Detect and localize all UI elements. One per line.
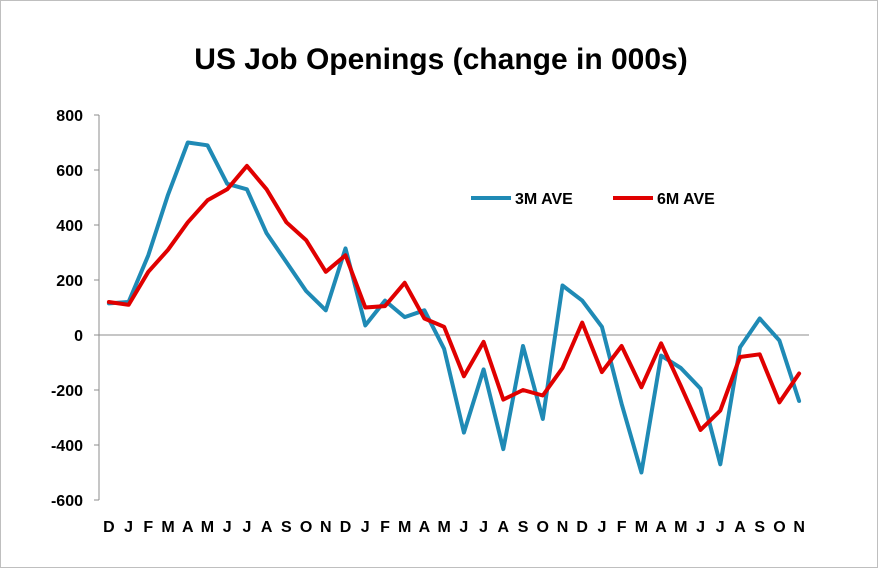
x-tick-label: A — [734, 519, 746, 536]
x-tick-label: N — [557, 519, 569, 536]
x-tick-label: S — [754, 519, 765, 536]
x-tick-label: M — [161, 519, 174, 536]
x-tick-label: J — [361, 519, 370, 536]
x-tick-label: N — [320, 519, 332, 536]
x-tick-label: O — [537, 519, 549, 536]
y-tick-label: 200 — [56, 273, 83, 290]
legend: 3M AVE 6M AVE — [471, 191, 715, 208]
x-tick-label: J — [696, 519, 705, 536]
x-tick-label: J — [479, 519, 488, 536]
series-lines — [106, 140, 802, 475]
x-tick-label: J — [124, 519, 133, 536]
x-tick-label: J — [597, 519, 606, 536]
x-tick-label: A — [261, 519, 273, 536]
y-tick-label: 800 — [56, 108, 83, 125]
x-tick-label: M — [398, 519, 411, 536]
x-tick-label: J — [716, 519, 725, 536]
x-tick-label: F — [380, 519, 390, 536]
x-tick-label: D — [340, 519, 352, 536]
x-tick-label: S — [518, 519, 529, 536]
x-tick-label: M — [635, 519, 648, 536]
chart-title: US Job Openings (change in 000s) — [194, 43, 687, 76]
x-tick-label: D — [103, 519, 115, 536]
y-tick-label: -200 — [51, 383, 83, 400]
y-axis-tick-labels: 800 600 400 200 0 -200 -400 -600 — [51, 108, 83, 510]
x-tick-label: J — [223, 519, 232, 536]
x-tick-label: O — [300, 519, 312, 536]
series-line-3m-ave — [106, 140, 802, 475]
x-tick-label: A — [419, 519, 431, 536]
x-tick-label: F — [143, 519, 153, 536]
x-tick-label: J — [242, 519, 251, 536]
x-tick-label: O — [773, 519, 785, 536]
legend-item-3m-ave: 3M AVE — [471, 191, 573, 208]
y-tick-label: -600 — [51, 493, 83, 510]
y-tick-label: -400 — [51, 438, 83, 455]
x-tick-label: A — [655, 519, 667, 536]
x-tick-label: D — [576, 519, 588, 536]
x-tick-label: J — [459, 519, 468, 536]
x-tick-label: M — [201, 519, 214, 536]
x-tick-label: M — [674, 519, 687, 536]
y-axis-tick-marks — [94, 114, 99, 501]
series-line-6m-ave — [106, 163, 802, 432]
x-tick-label: M — [437, 519, 450, 536]
x-tick-label: A — [182, 519, 194, 536]
x-tick-label: A — [498, 519, 510, 536]
x-tick-label: S — [281, 519, 292, 536]
legend-item-6m-ave: 6M AVE — [613, 191, 715, 208]
x-tick-label: N — [793, 519, 805, 536]
legend-label: 6M AVE — [657, 191, 715, 208]
y-tick-label: 0 — [74, 328, 83, 345]
x-tick-label: F — [617, 519, 627, 536]
y-tick-label: 400 — [56, 218, 83, 235]
y-tick-label: 600 — [56, 163, 83, 180]
legend-label: 3M AVE — [515, 191, 573, 208]
